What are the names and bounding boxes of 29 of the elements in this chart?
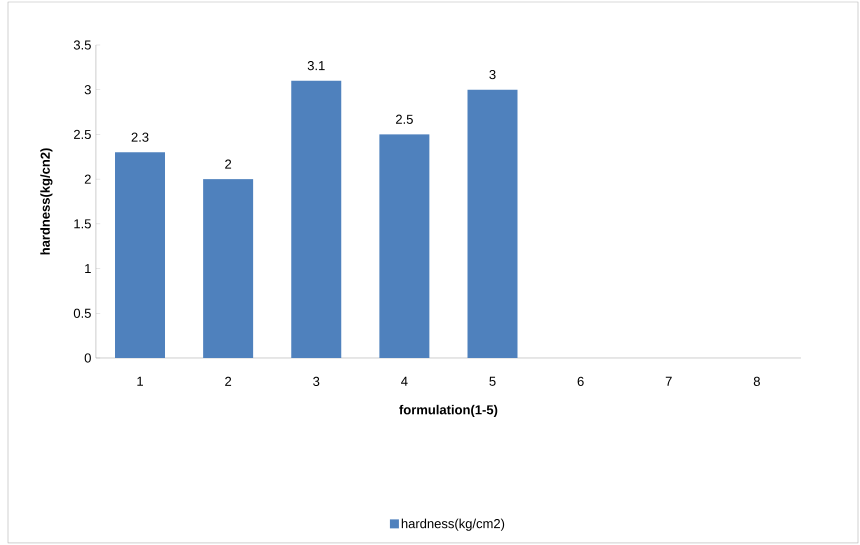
y-tick-label: 2 — [84, 174, 91, 184]
data-label: 3.1 — [308, 61, 325, 70]
x-tick-label: 5 — [489, 376, 496, 386]
x-tick-label: 2 — [225, 376, 232, 386]
bar — [379, 134, 430, 358]
y-axis-title: hardness(kg/cn2) — [40, 148, 52, 254]
x-tick-label: 1 — [137, 376, 143, 386]
y-tick-label: 1.5 — [74, 219, 91, 228]
x-tick-label: 3 — [313, 376, 320, 386]
bar — [291, 80, 342, 358]
data-label: 3 — [489, 70, 496, 80]
y-tick-label: 2.5 — [74, 130, 91, 140]
y-tick-label: 3.5 — [74, 40, 91, 50]
x-tick-label: 8 — [754, 376, 760, 386]
x-tick-label: 7 — [666, 376, 672, 386]
bar — [468, 90, 518, 358]
bar — [115, 152, 166, 358]
x-tick-label: 4 — [401, 376, 408, 386]
legend-label: hardness(kg/cm2) — [402, 518, 504, 531]
data-label: 2.5 — [396, 114, 413, 124]
bar — [203, 179, 254, 358]
x-tick-label: 6 — [578, 376, 584, 386]
x-axis-title: formulation(1-5) — [399, 404, 498, 417]
y-tick-label: 1 — [85, 264, 91, 274]
data-label: 2 — [225, 160, 232, 169]
y-tick-label: 0.5 — [74, 308, 91, 318]
y-tick-label: 3 — [84, 85, 91, 94]
y-tick-label: 0 — [84, 353, 91, 363]
data-label: 2.3 — [132, 132, 148, 142]
